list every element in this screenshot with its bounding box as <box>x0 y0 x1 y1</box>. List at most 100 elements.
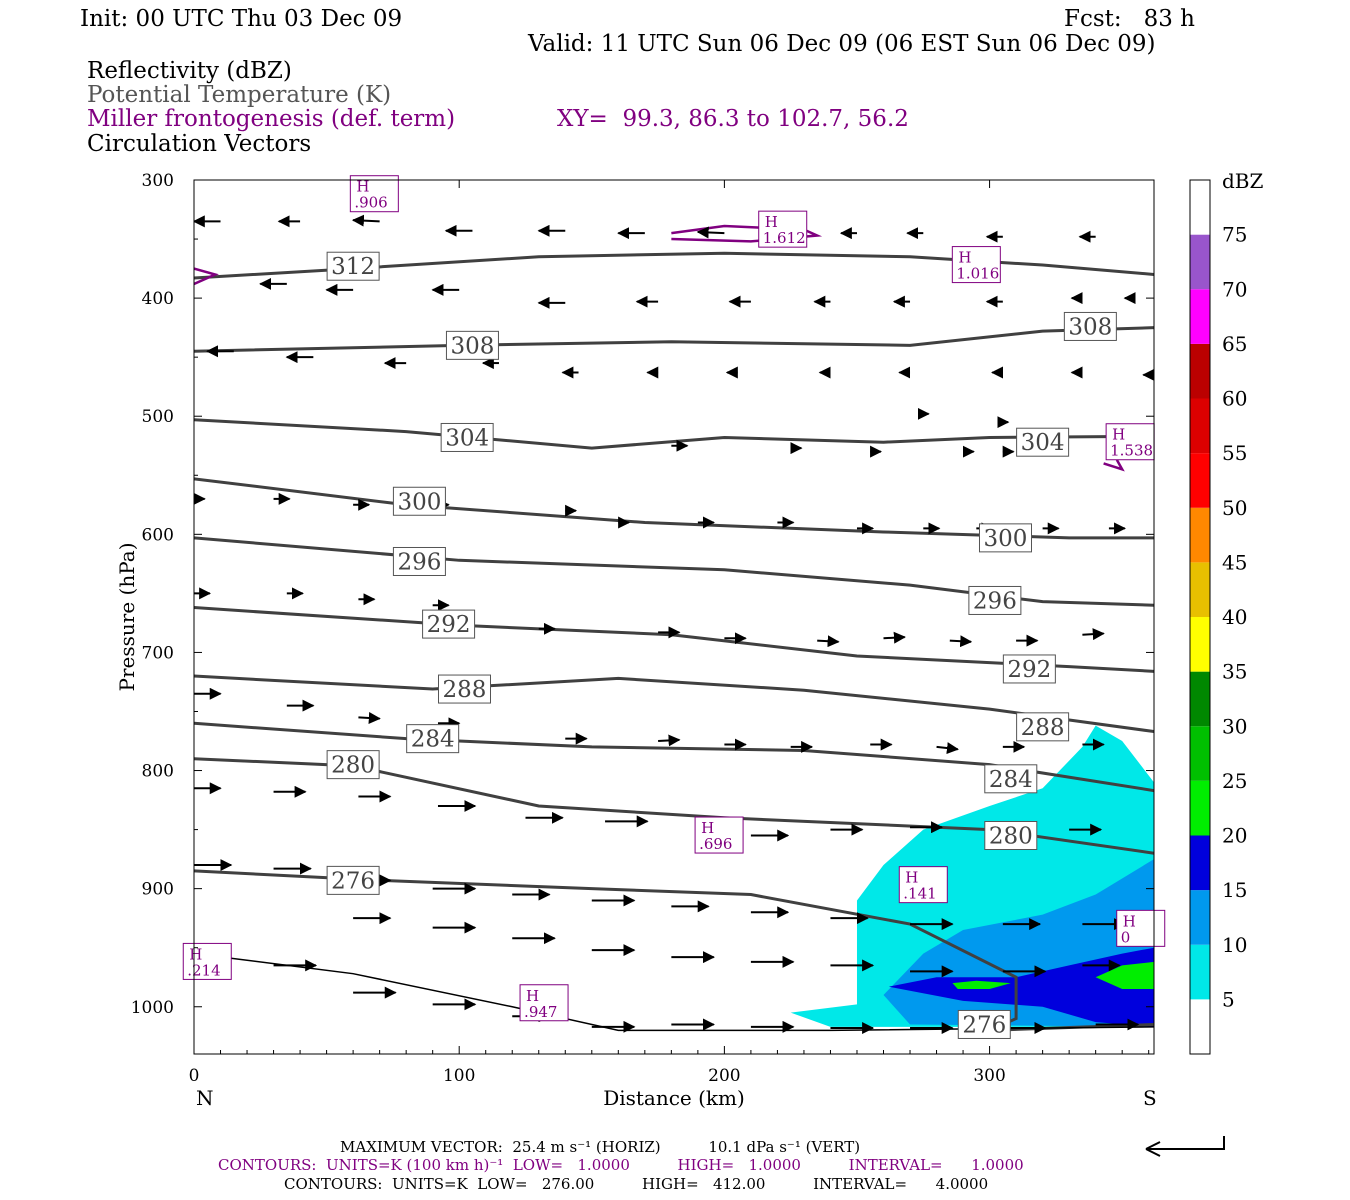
theta-label: 296 <box>397 549 441 575</box>
miller-high-value: .141 <box>903 885 936 903</box>
theta-label: 280 <box>989 824 1033 850</box>
colorbar-label: 65 <box>1222 332 1247 356</box>
reference-vector-icon <box>1145 1136 1225 1157</box>
circulation-vector <box>1082 628 1105 641</box>
theta-label-box <box>326 251 380 281</box>
circulation-vector <box>358 711 381 724</box>
theta-label: 304 <box>445 425 489 451</box>
circulation-vector <box>658 734 681 747</box>
miller-high-box <box>519 984 569 1022</box>
theta-contour-300 <box>194 477 1154 540</box>
field-reflectivity: Reflectivity (dBZ) <box>87 58 292 84</box>
miller-high-value: 1.612 <box>763 229 806 247</box>
x-tick-label: 300 <box>973 1066 1005 1086</box>
y-axis-title: Pressure (hPa) <box>115 543 139 692</box>
miller-high-value: .696 <box>699 835 732 853</box>
theta-label: 308 <box>450 333 494 359</box>
colorbar-label: 15 <box>1222 878 1247 902</box>
colorbar-swatch <box>1190 507 1210 563</box>
theta-label-box <box>1002 654 1056 684</box>
x-tick-label: 200 <box>708 1066 740 1086</box>
colorbar-label: 35 <box>1222 660 1247 684</box>
theta-label-box <box>326 750 380 780</box>
miller-high-box <box>349 175 399 213</box>
miller-high-box <box>758 210 808 248</box>
theta-label: 312 <box>331 254 375 280</box>
theta-label-box <box>1016 712 1070 742</box>
colorbar-swatch <box>1190 944 1210 1000</box>
colorbar-swatch <box>1190 617 1210 672</box>
colorbar-swatch <box>1190 398 1210 454</box>
colorbar-label: 40 <box>1222 605 1247 629</box>
theta-contour-308 <box>194 326 1154 353</box>
y-tick-label: 500 <box>142 407 174 427</box>
circulation-vector <box>817 635 840 648</box>
theta-label-box <box>1063 311 1117 341</box>
miller-high-box <box>1116 909 1166 947</box>
theta-label-box <box>326 865 380 895</box>
miller-high-box <box>951 246 1001 284</box>
miller-contour-0 <box>671 224 823 243</box>
theta-label-box <box>440 422 494 452</box>
theta-label: 308 <box>1068 314 1112 340</box>
circulation-vector <box>883 631 906 644</box>
theta-contour-292 <box>194 606 1154 673</box>
x-tick-label: 0 <box>189 1066 200 1086</box>
colorbar-swatch <box>1190 890 1210 945</box>
y-tick-label: 400 <box>142 289 174 309</box>
colorbar-swatch <box>1190 726 1210 781</box>
theta-label: 292 <box>1007 657 1051 683</box>
theta-label: 300 <box>397 489 441 515</box>
miller-contour-1 <box>194 267 219 286</box>
colorbar-label: 5 <box>1222 987 1235 1011</box>
colorbar-title: dBZ <box>1222 169 1264 193</box>
theta-label: 288 <box>1021 715 1065 741</box>
miller-high-marker: H <box>701 819 714 837</box>
miller-high-value: .906 <box>354 194 387 212</box>
theta-label-box <box>984 764 1038 794</box>
theta-label-box <box>984 821 1038 850</box>
colorbar-label: 10 <box>1222 933 1247 957</box>
reflectivity-region-3 <box>1095 961 1154 990</box>
theta-contour-note: CONTOURS: UNITS=K LOW= 276.00 HIGH= 412.… <box>284 1175 989 1193</box>
x-end-right: S <box>1143 1086 1157 1110</box>
reflectivity-region-4 <box>952 980 1011 990</box>
colorbar-swatch <box>1190 289 1210 344</box>
colorbar-label: 75 <box>1222 223 1247 247</box>
circulation-vector <box>936 742 959 755</box>
colorbar-swatch <box>1190 671 1210 727</box>
y-tick-label: 700 <box>142 643 174 663</box>
y-tick-label: 600 <box>142 525 174 545</box>
reflectivity-region-2 <box>888 947 1154 1027</box>
miller-high-value: 1.538 <box>1110 442 1153 460</box>
colorbar-label: 45 <box>1222 550 1247 574</box>
miller-high-marker: H <box>958 249 971 267</box>
colorbar-swatch <box>1190 562 1210 617</box>
miller-contour-2 <box>1103 459 1125 472</box>
colorbar-swatch <box>1190 835 1210 891</box>
field-vectors: Circulation Vectors <box>87 131 312 157</box>
theta-label: 276 <box>331 868 375 894</box>
miller-high-value: 1.016 <box>956 265 999 283</box>
y-tick-label: 300 <box>142 171 174 191</box>
theta-label: 304 <box>1021 430 1065 456</box>
field-miller: Miller frontogenesis (def. term) <box>87 106 456 132</box>
colorbar-swatch <box>1190 999 1210 1054</box>
theta-label-box <box>437 674 491 704</box>
miller-high-marker: H <box>1112 426 1125 444</box>
theta-label-box <box>1016 427 1070 457</box>
colorbar-label: 30 <box>1222 714 1247 738</box>
colorbar-swatch <box>1190 780 1210 836</box>
y-tick-label: 900 <box>142 880 174 900</box>
theta-label: 296 <box>973 588 1017 614</box>
theta-contour-304 <box>194 418 1154 450</box>
x-end-left: N <box>196 1086 214 1110</box>
theta-label: 292 <box>427 612 471 638</box>
theta-label-box <box>422 609 476 639</box>
colorbar-label: 25 <box>1222 769 1247 793</box>
circulation-vector <box>949 635 973 648</box>
theta-label: 284 <box>411 727 455 753</box>
miller-high-marker: H <box>189 945 202 963</box>
theta-label-box <box>957 1009 1011 1039</box>
